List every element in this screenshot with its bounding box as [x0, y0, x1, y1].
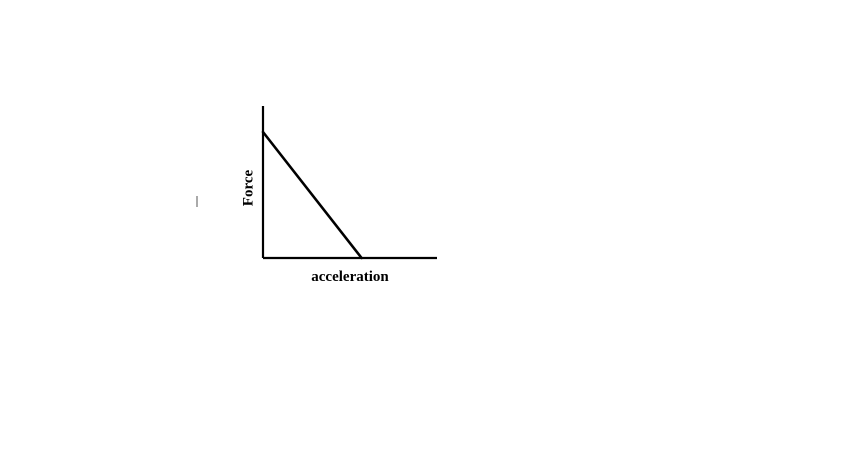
- y-axis-label: Force: [240, 169, 256, 206]
- series-line-0: [261, 130, 363, 260]
- series-group: [261, 130, 363, 260]
- x-axis-label: acceleration: [311, 269, 389, 285]
